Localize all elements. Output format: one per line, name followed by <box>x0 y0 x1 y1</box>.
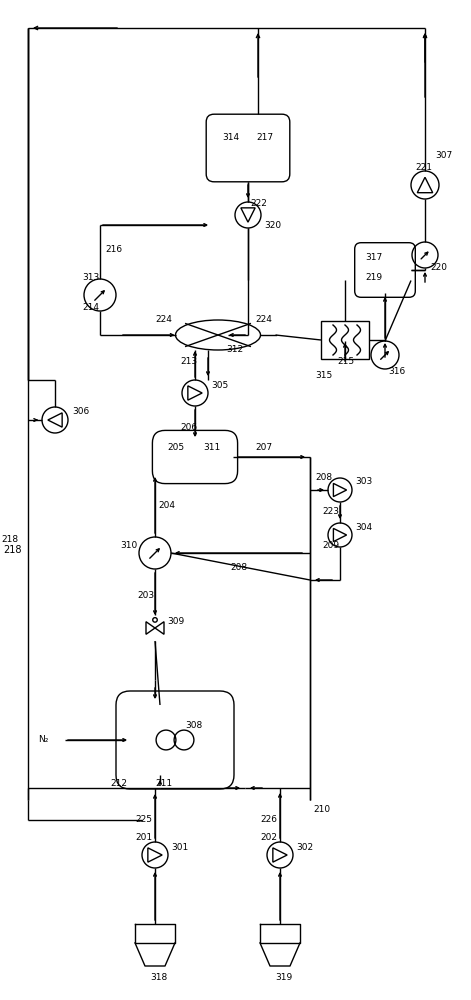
Text: 205: 205 <box>167 442 184 452</box>
Text: 312: 312 <box>226 346 243 355</box>
Text: 221: 221 <box>415 163 432 172</box>
Text: 219: 219 <box>365 273 382 282</box>
Text: 223: 223 <box>322 508 339 516</box>
Text: 310: 310 <box>120 540 137 550</box>
Text: 302: 302 <box>296 844 313 852</box>
Text: 303: 303 <box>355 478 372 487</box>
Text: 210: 210 <box>313 806 330 814</box>
Text: 311: 311 <box>203 442 220 452</box>
Text: 207: 207 <box>255 442 272 452</box>
Text: 224: 224 <box>155 316 172 324</box>
Text: 203: 203 <box>137 590 154 599</box>
Text: 317: 317 <box>365 253 382 262</box>
Text: 209: 209 <box>322 540 339 550</box>
Text: 306: 306 <box>72 408 89 416</box>
Text: 212: 212 <box>110 778 127 788</box>
Text: 304: 304 <box>355 522 372 532</box>
Text: 225: 225 <box>135 816 152 824</box>
Text: 218: 218 <box>1 536 18 544</box>
Text: 226: 226 <box>260 816 277 824</box>
Text: 320: 320 <box>264 221 281 230</box>
Text: 308: 308 <box>185 720 202 730</box>
Text: N₂: N₂ <box>38 736 49 744</box>
Text: 220: 220 <box>430 262 447 271</box>
Text: 309: 309 <box>167 617 184 626</box>
Text: 313: 313 <box>82 273 99 282</box>
Text: 305: 305 <box>211 380 228 389</box>
Text: 314: 314 <box>222 133 239 142</box>
Text: 202: 202 <box>260 834 277 842</box>
Text: 206: 206 <box>180 424 197 432</box>
Text: 318: 318 <box>150 974 167 982</box>
Text: 211: 211 <box>155 778 172 788</box>
Text: 315: 315 <box>315 370 332 379</box>
Text: 208: 208 <box>230 564 247 572</box>
Text: 216: 216 <box>105 245 122 254</box>
Text: 301: 301 <box>171 844 188 852</box>
Text: 214: 214 <box>82 304 99 312</box>
Text: 204: 204 <box>158 500 175 510</box>
Text: 201: 201 <box>135 834 152 842</box>
Text: 307: 307 <box>435 150 452 159</box>
Text: 316: 316 <box>388 367 405 376</box>
Text: 319: 319 <box>275 974 292 982</box>
Text: 218: 218 <box>4 545 22 555</box>
Text: 213: 213 <box>180 358 197 366</box>
Bar <box>321 321 369 359</box>
Text: 215: 215 <box>337 358 354 366</box>
Text: 208: 208 <box>315 474 332 483</box>
Text: 217: 217 <box>256 133 273 142</box>
Text: 224: 224 <box>255 316 272 324</box>
Text: 222: 222 <box>250 198 267 208</box>
